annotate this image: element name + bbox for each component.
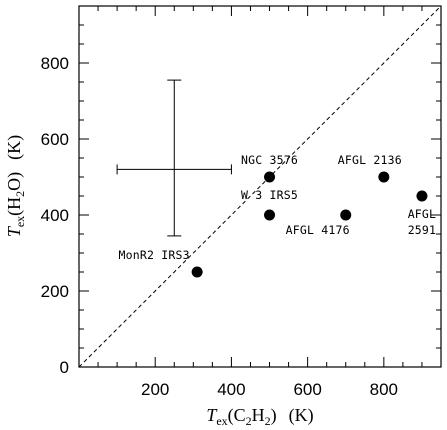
point-w-3-irs5 <box>264 209 276 221</box>
y-tick-label: 200 <box>41 282 69 301</box>
axis-ticks: 200 400 600 800 0 200 400 600 800 <box>41 6 441 399</box>
label-afgl-2136: AFGL 2136 <box>338 153 402 167</box>
y-axis-label: Tex(H2O)(K) <box>4 135 27 237</box>
reference-line <box>78 5 442 368</box>
point-afgl-2136 <box>378 171 390 183</box>
data-points <box>191 171 428 278</box>
error-bar-group <box>116 79 232 237</box>
point-monr2-irs3 <box>191 266 203 278</box>
y-tick-label: 800 <box>41 54 69 73</box>
reference-line-group <box>78 5 442 368</box>
label-ngc-3576: NGC 3576 <box>241 153 298 167</box>
point-labels: MonR2 IRS3 NGC 3576 W 3 IRS5 AFGL 4176 AFGL … <box>119 153 437 262</box>
x-tick-label: 400 <box>217 380 245 399</box>
x-tick-label: 200 <box>141 380 169 399</box>
label-afgl-2591-line2: 2591 <box>408 223 437 237</box>
point-afgl-2591 <box>416 190 428 202</box>
x-tick-label: 600 <box>293 380 321 399</box>
y-tick-label: 400 <box>41 206 69 225</box>
y-tick-label: 0 <box>60 358 69 377</box>
label-w-3-irs5: W 3 IRS5 <box>241 188 298 202</box>
x-axis-label: Tex(C2H2) (K) <box>206 405 313 428</box>
plot-frame <box>78 5 442 368</box>
x-tick-label: 800 <box>370 380 398 399</box>
label-monr2-irs3: MonR2 IRS3 <box>119 248 190 262</box>
label-afgl-4176: AFGL 4176 <box>286 223 350 237</box>
label-afgl-2591-line1: AFGL <box>408 207 437 221</box>
y-tick-label: 600 <box>41 130 69 149</box>
point-ngc-3576 <box>264 171 276 183</box>
point-afgl-4176 <box>340 209 352 221</box>
